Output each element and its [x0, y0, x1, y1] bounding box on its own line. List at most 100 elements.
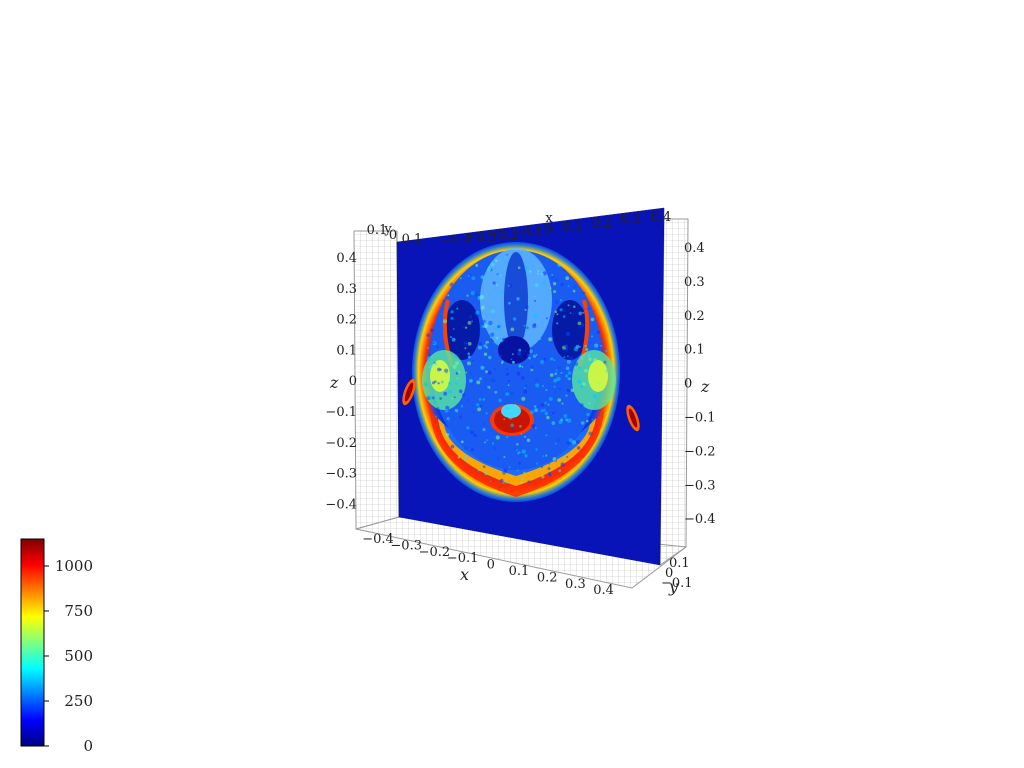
y-tick: 0 [665, 566, 673, 581]
speckle-dot [510, 327, 515, 332]
speckle-dot [482, 465, 486, 468]
speckle-dot [580, 421, 585, 425]
speckle-dot [586, 307, 590, 311]
speckle-dot [549, 287, 552, 289]
speckle-dot [456, 353, 459, 356]
speckle-dot [534, 283, 539, 287]
speckle-dot [534, 300, 536, 302]
speckle-dot [488, 320, 493, 326]
speckle-dot [497, 325, 501, 329]
speckle-dot [432, 342, 435, 345]
speckle-dot [450, 444, 455, 449]
speckle-dot [511, 428, 514, 431]
speckle-dot [510, 358, 513, 361]
speckle-dot [467, 355, 471, 359]
speckle-dot [542, 281, 547, 285]
top-edge-tick: y [383, 222, 392, 237]
speckle-dot [555, 369, 558, 372]
speckle-dot [571, 440, 577, 445]
speckle-dot [435, 345, 440, 349]
speckle-dot [515, 449, 518, 451]
speckle-dot [467, 321, 472, 325]
speckle-dot [563, 356, 566, 359]
x-tick: 0.1 [509, 564, 530, 579]
speckle-dot [490, 262, 495, 267]
speckle-dot [553, 266, 556, 269]
speckle-dot [559, 308, 563, 312]
speckle-dot [558, 469, 562, 473]
speckle-dot [568, 375, 571, 378]
speckle-dot [545, 434, 548, 437]
speckle-dot [500, 290, 504, 294]
speckle-dot [472, 410, 475, 414]
speckle-dot [579, 403, 584, 408]
speckle-dot [533, 313, 538, 318]
speckle-dot [428, 364, 433, 369]
speckle-dot [534, 295, 537, 298]
speckle-dot [516, 443, 519, 446]
y-axis-label: y [668, 577, 679, 596]
speckle-dot [548, 387, 551, 390]
speckle-dot [505, 392, 510, 396]
back-pane-left [353, 230, 400, 530]
speckle-dot [450, 316, 454, 320]
speckle-dot [552, 282, 557, 286]
speckle-dot [540, 403, 545, 407]
speckle-dot [507, 301, 509, 303]
speckle-dot [463, 341, 468, 345]
speckle-dot [485, 412, 488, 415]
z-tick-left: 0 [349, 374, 357, 389]
speckle-dot [488, 266, 491, 268]
speckle-dot [511, 320, 513, 322]
speckle-dot [426, 356, 431, 361]
speckle-dot [523, 387, 526, 389]
speckle-dot [534, 408, 539, 413]
speckle-dot [483, 352, 488, 356]
speckle-dot [548, 462, 550, 465]
speckle-dot [456, 307, 459, 310]
top-edge-tick: 0.1 [402, 232, 423, 247]
speckle-dot [480, 275, 485, 280]
speckle-dot [558, 387, 562, 391]
speckle-dot [471, 320, 473, 323]
speckle-dot [496, 336, 499, 339]
speckle-dot [590, 317, 595, 322]
texture-speckle [423, 253, 609, 484]
speckle-dot [567, 418, 572, 423]
speckle-dot [535, 448, 538, 451]
speckle-dot [479, 377, 483, 381]
speckle-dot [562, 269, 566, 273]
speckle-dot [580, 356, 583, 360]
speckle-dot [556, 313, 559, 316]
speckle-dot [535, 383, 540, 388]
speckle-dot [605, 350, 608, 353]
speckle-dot [585, 348, 589, 351]
speckle-dot [511, 360, 515, 364]
speckle-dot [482, 428, 486, 432]
speckle-dot [555, 411, 557, 413]
speckle-dot [508, 481, 511, 483]
speckle-dot [539, 338, 542, 341]
speckle-dot [598, 346, 601, 349]
speckle-dot [453, 328, 455, 330]
speckle-dot [537, 405, 540, 408]
speckle-dot [550, 357, 554, 361]
z-tick-right: −0.4 [684, 512, 716, 527]
speckle-dot [443, 391, 448, 396]
speckle-dot [489, 336, 492, 339]
speckle-dot [536, 462, 539, 465]
y-tick: −0.1 [661, 576, 693, 591]
speckle-dot [478, 345, 482, 350]
speckle-dot [524, 454, 528, 458]
speckle-dot [516, 371, 521, 376]
speckle-dot [475, 310, 480, 315]
speckle-dot [428, 394, 432, 399]
speckle-dot [436, 407, 440, 410]
speckle-dot [532, 354, 537, 358]
top-edge-tick: 0 [544, 222, 552, 237]
speckle-dot [576, 440, 580, 444]
speckle-dot [592, 393, 597, 399]
speckle-dot [444, 408, 449, 413]
speckle-dot [457, 370, 461, 374]
speckle-dot [508, 466, 511, 469]
